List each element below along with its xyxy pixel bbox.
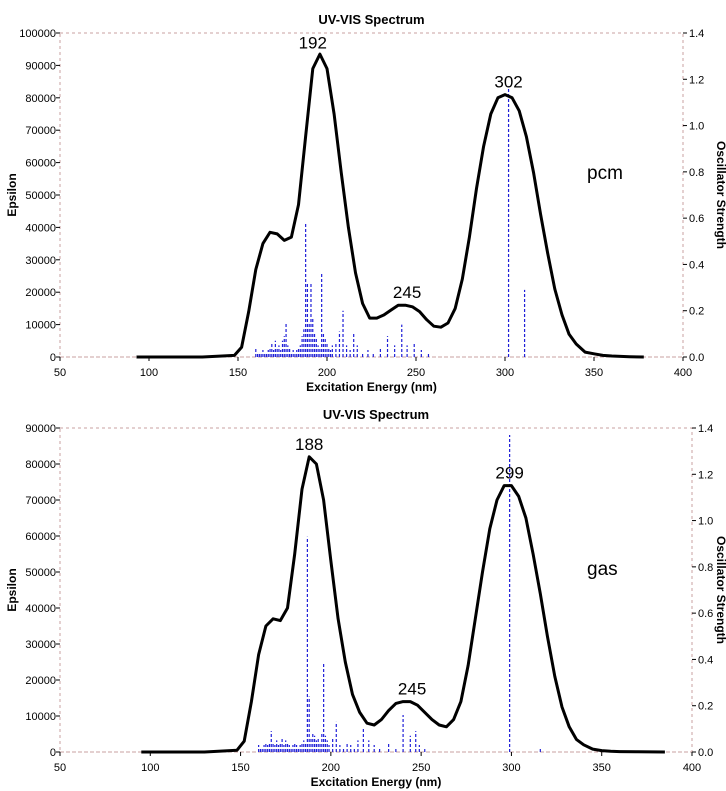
y2-tick-label: 1.2 <box>689 74 704 86</box>
y-tick-label: 90000 <box>25 423 56 435</box>
y-axis-title: Epsilon <box>5 173 19 216</box>
y-tick-label: 0 <box>50 747 56 759</box>
peak-label: 192 <box>299 34 327 53</box>
y2-tick-label: 1.4 <box>698 423 713 435</box>
y-tick-label: 20000 <box>25 675 56 687</box>
chart-title: UV-VIS Spectrum <box>318 12 424 27</box>
x-tick-label: 150 <box>229 367 247 379</box>
y2-tick-label: 0.2 <box>689 306 704 318</box>
y-tick-label: 0 <box>50 352 56 364</box>
x-tick-label: 50 <box>54 762 66 774</box>
x-tick-label: 200 <box>318 367 336 379</box>
y-tick-label: 70000 <box>25 495 56 507</box>
y-tick-label: 100000 <box>19 28 56 40</box>
y-tick-label: 20000 <box>25 287 56 299</box>
y-tick-label: 10000 <box>25 711 56 723</box>
epsilon-curve <box>136 52 644 359</box>
y2-tick-label: 0.6 <box>698 608 713 620</box>
y-tick-label: 50000 <box>25 190 56 202</box>
y-tick-label: 90000 <box>25 60 56 72</box>
y2-axis-title: Oscillator Strength <box>714 536 726 644</box>
y-axis-title: Epsilon <box>5 568 19 611</box>
y2-tick-label: 0.4 <box>698 654 713 666</box>
x-tick-label: 100 <box>141 762 159 774</box>
y2-tick-label: 0.0 <box>689 352 704 364</box>
y2-tick-label: 0.4 <box>689 259 704 271</box>
y-tick-label: 40000 <box>25 222 56 234</box>
y-tick-label: 80000 <box>25 459 56 471</box>
x-tick-label: 400 <box>683 762 701 774</box>
y2-tick-label: 0.0 <box>698 747 713 759</box>
y-tick-label: 10000 <box>25 320 56 332</box>
y-tick-label: 70000 <box>25 125 56 137</box>
peak-label: 302 <box>494 73 522 92</box>
y2-tick-label: 1.4 <box>689 28 704 40</box>
x-axis-title: Excitation Energy (nm) <box>306 380 437 394</box>
chart-panel-pcm: UV-VIS Spectrum 50 100 150 200 250 300 350 400 Ex… <box>5 12 726 394</box>
peak-label: 245 <box>393 283 421 302</box>
y2-tick-label: 0.6 <box>689 213 704 225</box>
peak-label: 299 <box>495 464 523 483</box>
x-tick-label: 300 <box>496 367 514 379</box>
y-tick-label: 60000 <box>25 158 56 170</box>
x-tick-label: 400 <box>674 367 692 379</box>
chart-panel-gas: UV-VIS Spectrum 50 100 150 200 250 300 350 400 Ex… <box>5 407 726 789</box>
x-axis-title: Excitation Energy (nm) <box>311 775 442 789</box>
plot-frame <box>59 427 693 753</box>
solvent-tag: pcm <box>587 163 623 184</box>
y-tick-label: 30000 <box>25 255 56 267</box>
y2-tick-label: 0.8 <box>698 562 713 574</box>
plot-frame <box>59 32 684 358</box>
x-tick-label: 150 <box>231 762 249 774</box>
y-tick-label: 80000 <box>25 93 56 105</box>
y2-tick-label: 1.2 <box>698 469 713 481</box>
y2-tick-label: 1.0 <box>689 121 704 133</box>
x-tick-label: 350 <box>593 762 611 774</box>
x-tick-label: 300 <box>502 762 520 774</box>
solvent-tag: gas <box>587 559 618 580</box>
x-tick-label: 100 <box>140 367 158 379</box>
y-tick-label: 30000 <box>25 639 56 651</box>
chart-title: UV-VIS Spectrum <box>323 407 429 422</box>
y2-axis-title: Oscillator Strength <box>714 141 726 249</box>
y-tick-label: 40000 <box>25 603 56 615</box>
y2-tick-label: 0.8 <box>689 167 704 179</box>
y-tick-label: 50000 <box>25 567 56 579</box>
y2-tick-label: 0.2 <box>698 701 713 713</box>
x-tick-label: 250 <box>412 762 430 774</box>
x-tick-label: 50 <box>54 367 66 379</box>
y2-tick-label: 1.0 <box>698 516 713 528</box>
peak-label: 245 <box>398 680 426 699</box>
x-tick-label: 200 <box>322 762 340 774</box>
x-tick-label: 350 <box>585 367 603 379</box>
y-tick-label: 60000 <box>25 531 56 543</box>
epsilon-curve <box>141 455 665 754</box>
x-tick-label: 250 <box>407 367 425 379</box>
peak-label: 188 <box>295 435 323 454</box>
